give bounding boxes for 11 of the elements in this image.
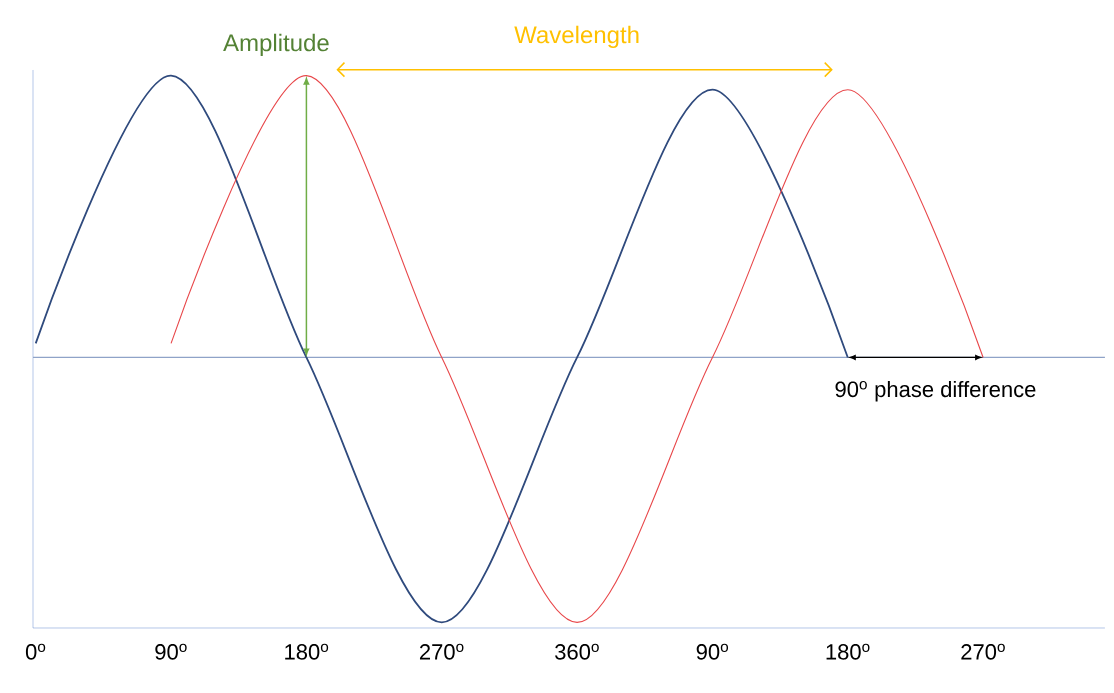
x-tick-label: 180$^{o}$ (826, 643, 870, 660)
text: Wavelength (514, 25, 639, 49)
x-tick-label: 270$^{o}$ (961, 643, 1005, 660)
x-tick-label: 90$^{o}$ (696, 643, 729, 660)
x-tick-label: 90$^{o}$ (155, 643, 187, 660)
x-tick-label: 180$^{o}$ (285, 643, 329, 660)
x-tick-label: 270$^{o}$ (419, 643, 464, 660)
annotation: 90$^{o}$ phase difference (835, 380, 1036, 402)
text: Amplitude (223, 33, 329, 57)
x-tick-label: 0$^{o}$ (25, 643, 46, 660)
x-tick-label: 360$^{o}$ (555, 643, 599, 660)
